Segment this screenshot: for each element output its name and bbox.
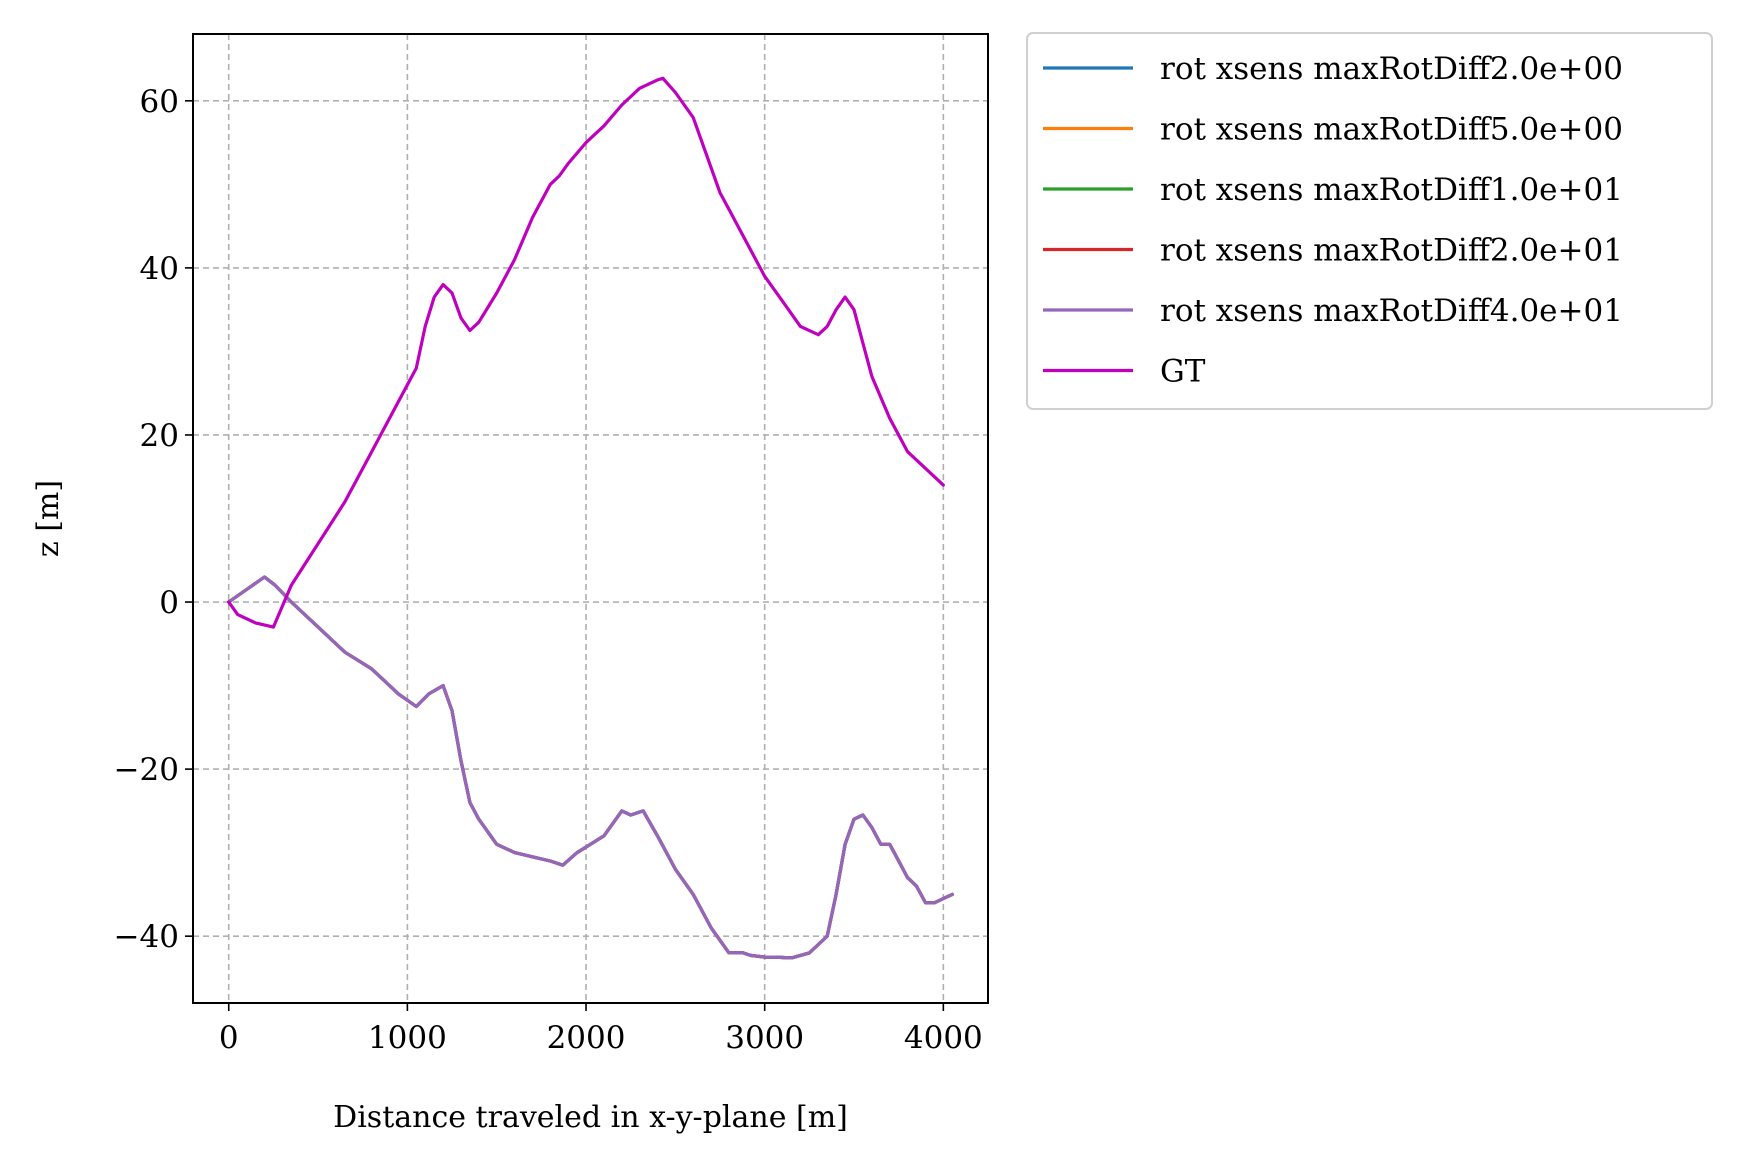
y-tick-label: −40 [114, 919, 179, 955]
legend: rot xsens maxRotDiff2.0e+00 rot xsens max… [1026, 32, 1713, 410]
x-tick-label: 1000 [368, 1020, 447, 1056]
series-line-rot-xsens-maxrotdiff5-0e-00 [227, 575, 954, 960]
legend-label: GT [1160, 354, 1206, 390]
legend-box [1026, 32, 1713, 410]
legend-label: rot xsens maxRotDiff2.0e+00 [1160, 51, 1623, 87]
series-line-rot-xsens-maxrotdiff2-0e-01 [227, 575, 954, 960]
grid [193, 34, 988, 1003]
legend-label: rot xsens maxRotDiff4.0e+01 [1160, 293, 1623, 329]
x-tick-label: 4000 [904, 1020, 983, 1056]
y-axis: −40 −20 0 20 40 60 [114, 84, 193, 955]
x-tick-label: 0 [219, 1020, 239, 1056]
series-line-gt [227, 76, 945, 629]
x-tick-label: 2000 [547, 1020, 626, 1056]
x-axis: 0 1000 2000 3000 4000 [219, 1003, 983, 1056]
legend-label: rot xsens maxRotDiff2.0e+01 [1160, 233, 1623, 269]
y-tick-label: 60 [140, 84, 179, 120]
y-tick-label: 0 [159, 585, 179, 621]
x-tick-label: 3000 [725, 1020, 804, 1056]
y-tick-label: 40 [140, 251, 179, 287]
plot-frame [192, 33, 989, 1004]
series-line-rot-xsens-maxrotdiff1-0e-01 [227, 575, 954, 960]
series-line-rot-xsens-maxrotdiff4-0e-01 [227, 575, 954, 960]
x-axis-label: Distance traveled in x-y-plane [m] [333, 1100, 848, 1135]
y-axis-label: z [m] [31, 480, 66, 557]
y-tick-label: −20 [114, 752, 179, 788]
legend-label: rot xsens maxRotDiff1.0e+01 [1160, 172, 1623, 208]
series-line-rot-xsens-maxrotdiff2-0e-00 [227, 575, 954, 960]
y-tick-label: 20 [140, 418, 179, 454]
series-lines [227, 76, 954, 960]
legend-label: rot xsens maxRotDiff5.0e+00 [1160, 112, 1623, 148]
